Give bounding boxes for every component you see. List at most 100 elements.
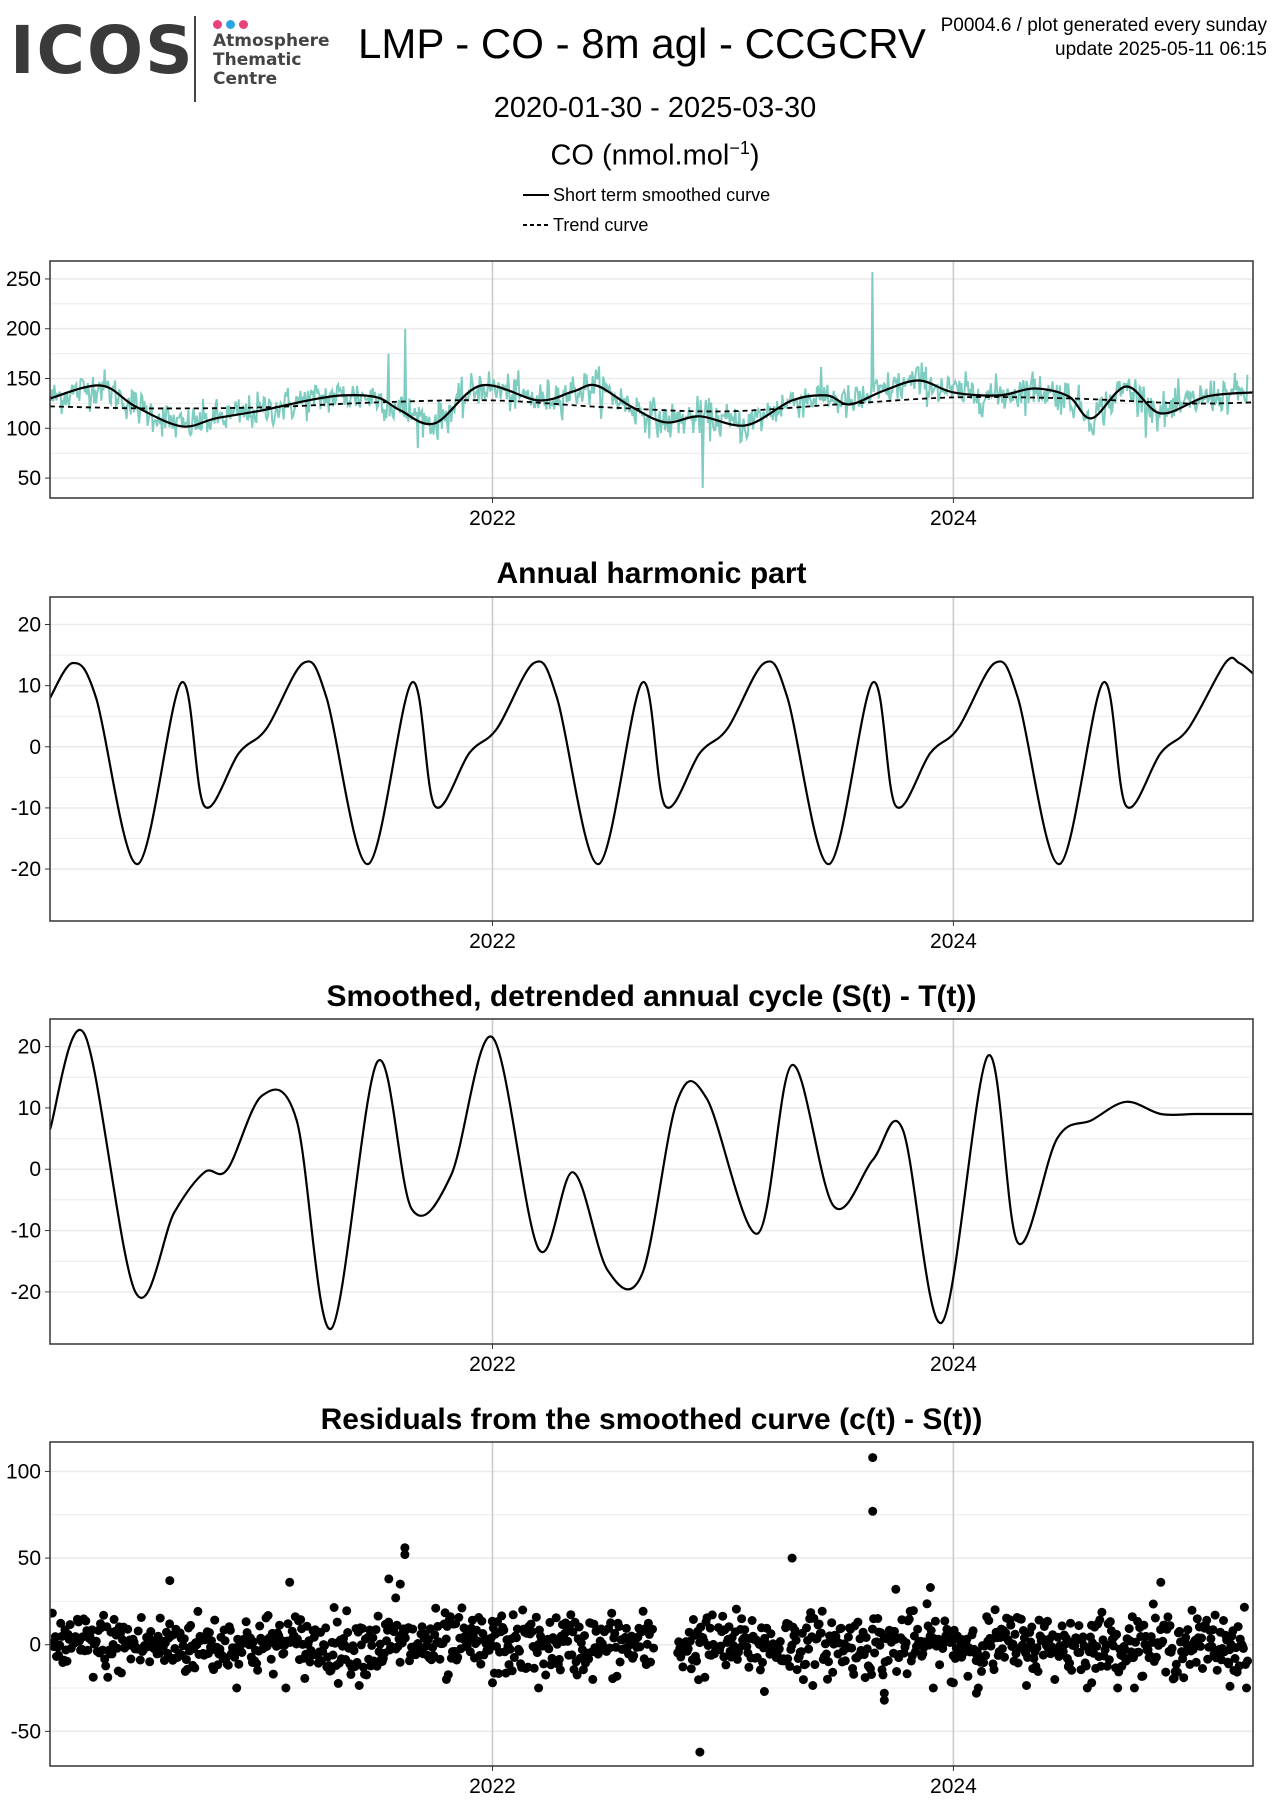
residual-point	[908, 1606, 918, 1616]
residual-point	[977, 1666, 986, 1676]
residual-point	[892, 1667, 902, 1676]
residual-point	[963, 1671, 973, 1681]
residual-point	[747, 1616, 757, 1625]
residual-point	[588, 1674, 598, 1684]
residual-point	[1163, 1612, 1173, 1622]
residual-point	[186, 1620, 196, 1630]
residual-point	[505, 1644, 515, 1654]
trend-curve	[50, 396, 1253, 413]
unit-label: CO (nmol.mol−1)	[0, 138, 1275, 173]
residual-point	[810, 1660, 820, 1670]
residual-point	[1212, 1665, 1222, 1675]
residual-point	[692, 1656, 701, 1666]
residual-point	[580, 1631, 589, 1641]
residual-point	[332, 1617, 342, 1627]
residual-point	[445, 1612, 455, 1622]
unit-close: )	[749, 139, 760, 172]
residual-point	[453, 1652, 463, 1662]
residual-point	[527, 1627, 537, 1637]
residual-point	[567, 1650, 577, 1660]
residual-point	[417, 1622, 427, 1632]
residual-point	[484, 1645, 494, 1655]
residual-point	[798, 1675, 808, 1685]
residual-point	[547, 1653, 557, 1663]
panel-frame	[49, 260, 1254, 499]
legend-label-smoothed: Short term smoothed curve	[553, 184, 771, 205]
residual-point	[649, 1643, 659, 1653]
residual-point	[423, 1635, 433, 1645]
residual-point	[457, 1603, 467, 1613]
residual-point	[145, 1657, 155, 1667]
residual-point	[154, 1648, 164, 1658]
residual-point	[508, 1610, 518, 1620]
residual-point	[648, 1624, 657, 1634]
residual-point	[1148, 1599, 1158, 1609]
residual-point	[868, 1453, 878, 1463]
residual-point	[1198, 1664, 1207, 1673]
residual-point	[515, 1646, 524, 1656]
residual-point	[112, 1643, 122, 1653]
residual-point	[1065, 1658, 1074, 1668]
x-tick-label: 2024	[930, 507, 977, 530]
residual-point	[909, 1631, 919, 1641]
residual-point	[544, 1644, 554, 1654]
residual-point	[1156, 1577, 1166, 1587]
residual-point	[541, 1670, 551, 1680]
residual-point	[1043, 1616, 1052, 1626]
residual-point	[878, 1670, 888, 1680]
residual-point	[1006, 1620, 1016, 1630]
residual-point	[1239, 1602, 1249, 1612]
residual-point	[1207, 1641, 1217, 1651]
residual-point	[512, 1624, 522, 1634]
residual-point	[785, 1661, 795, 1671]
residual-point	[88, 1672, 98, 1682]
legend-label-trend: Trend curve	[553, 214, 649, 235]
residual-point	[719, 1652, 729, 1662]
residual-point	[545, 1617, 555, 1627]
residual-point	[1016, 1614, 1026, 1624]
residual-point	[787, 1553, 797, 1563]
residual-point	[91, 1636, 101, 1646]
residual-point	[979, 1658, 989, 1668]
residual-point	[683, 1644, 693, 1654]
residual-point	[135, 1655, 145, 1665]
residual-point	[940, 1616, 950, 1626]
residual-point	[984, 1616, 994, 1625]
residual-point	[621, 1623, 631, 1633]
residual-point	[913, 1624, 923, 1634]
residual-point	[606, 1618, 616, 1628]
residual-point	[165, 1576, 175, 1586]
residual-point	[1101, 1640, 1111, 1650]
residual-point	[56, 1618, 66, 1628]
residual-point	[1112, 1629, 1122, 1639]
residual-point	[518, 1605, 528, 1615]
residual-point	[400, 1550, 410, 1560]
residual-point	[252, 1659, 262, 1668]
residual-point	[774, 1644, 784, 1654]
residual-point	[1129, 1683, 1139, 1693]
residual-point	[116, 1668, 126, 1678]
residual-point	[1026, 1637, 1036, 1647]
residual-point	[1158, 1636, 1168, 1646]
residual-point	[1243, 1656, 1253, 1666]
residual-point	[1171, 1659, 1181, 1669]
residual-point	[1050, 1675, 1060, 1684]
residual-point	[1165, 1621, 1175, 1631]
residual-point	[268, 1669, 278, 1679]
residual-point	[551, 1613, 561, 1623]
residual-point	[507, 1666, 517, 1676]
logo-dot-2	[226, 20, 235, 29]
residual-point	[783, 1654, 793, 1664]
residual-point	[755, 1665, 765, 1675]
residual-point	[1233, 1622, 1243, 1632]
residual-point	[1225, 1681, 1235, 1691]
residual-point	[1010, 1629, 1020, 1639]
residual-point	[879, 1688, 889, 1698]
residual-point	[266, 1654, 276, 1664]
residual-point	[792, 1665, 802, 1675]
residual-point	[700, 1672, 710, 1682]
logo-dot-1	[213, 20, 222, 29]
legend-item-smoothed: Short term smoothed curve	[523, 180, 770, 210]
residual-point	[333, 1678, 343, 1688]
